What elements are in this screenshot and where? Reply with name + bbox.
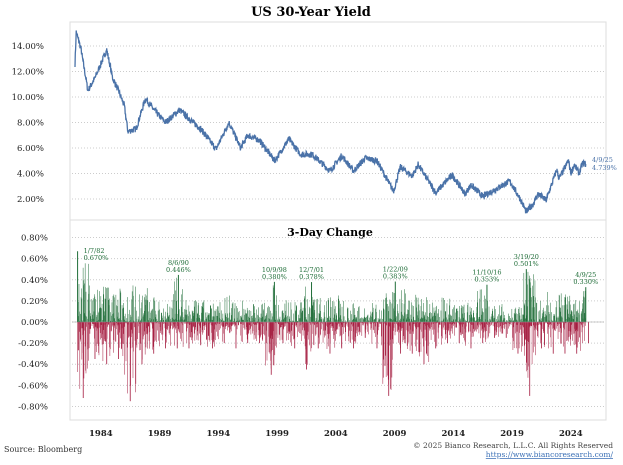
x-tick-label: 2009: [383, 429, 407, 439]
x-tick-label: 2014: [442, 429, 466, 439]
annotation-date: 11/10/16: [472, 269, 501, 277]
annotation-value: 0.380%: [262, 273, 287, 281]
annotation-date: 1/7/82: [84, 247, 105, 255]
annotation-date: 1/22/09: [383, 266, 408, 274]
y-tick-label: 0.60%: [21, 255, 48, 265]
y-tick-label: 2.00%: [17, 195, 44, 205]
annotation-date: 12/7/01: [299, 266, 324, 274]
x-tick-label: 1984: [89, 429, 113, 439]
copyright: © 2025 Bianco Research, L.L.C. All Right…: [413, 441, 613, 450]
annotation-date: 8/6/90: [168, 259, 189, 267]
website-link[interactable]: https://www.biancoresearch.com/: [486, 450, 614, 459]
y-tick-label: 14.00%: [12, 42, 44, 52]
annotation-value: 0.353%: [475, 276, 500, 284]
x-tick-label: 1994: [207, 429, 231, 439]
y-tick-label: 0.80%: [21, 234, 48, 244]
y-tick-label: -0.80%: [18, 402, 48, 412]
y-tick-label: 8.00%: [17, 119, 44, 129]
y-tick-label: -0.40%: [18, 360, 48, 370]
bottom-panel-frame: [69, 219, 607, 421]
y-tick-label: -0.60%: [18, 381, 48, 391]
y-tick-label: 4.00%: [17, 170, 44, 180]
yield-line: [74, 30, 587, 214]
y-tick-label: 0.20%: [21, 297, 48, 307]
y-tick-label: 0.40%: [21, 276, 48, 286]
source-note: Source: Bloomberg: [4, 445, 82, 454]
y-tick-label: 12.00%: [12, 68, 44, 78]
annotation-value: 0.330%: [573, 278, 598, 286]
annotation-value: 0.383%: [383, 273, 408, 281]
x-tick-label: 2004: [324, 429, 348, 439]
x-tick-label: 1999: [265, 429, 289, 439]
y-tick-label: 10.00%: [12, 93, 44, 103]
annotation-date: 10/9/98: [262, 266, 287, 274]
y-tick-label: 6.00%: [17, 144, 44, 154]
y-tick-label: 0.00%: [21, 318, 48, 328]
top-chart-title: US 30-Year Yield: [251, 5, 371, 20]
annotation-value: 0.670%: [84, 254, 109, 262]
annotation-value: 0.378%: [299, 273, 324, 281]
annotation-value: 0.446%: [166, 266, 191, 274]
bottom-chart-title: 3-Day Change: [287, 226, 373, 239]
top-panel-frame: [69, 21, 607, 221]
x-tick-label: 2019: [500, 429, 524, 439]
annotation-date: 4/9/25: [575, 271, 596, 279]
annotation-date: 3/19/20: [514, 253, 539, 261]
annotation-value: 0.501%: [514, 260, 539, 268]
x-tick-label: 1989: [148, 429, 172, 439]
y-tick-label: -0.20%: [18, 339, 48, 349]
end-label-value: 4.739%: [592, 164, 617, 172]
x-tick-label: 2024: [559, 429, 583, 439]
end-label-date: 4/9/25: [592, 156, 613, 164]
